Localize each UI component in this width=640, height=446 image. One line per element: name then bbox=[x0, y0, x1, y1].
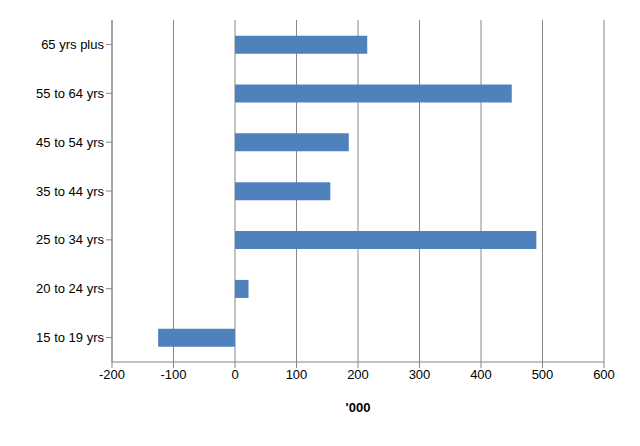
svg-text:300: 300 bbox=[409, 367, 431, 382]
svg-text:25 to 34 yrs: 25 to 34 yrs bbox=[36, 232, 104, 247]
svg-text:15 to 19 yrs: 15 to 19 yrs bbox=[36, 330, 104, 345]
svg-text:500: 500 bbox=[532, 367, 554, 382]
svg-text:400: 400 bbox=[470, 367, 492, 382]
svg-text:0: 0 bbox=[231, 367, 238, 382]
svg-text:'000: '000 bbox=[346, 400, 371, 415]
svg-text:-100: -100 bbox=[160, 367, 186, 382]
svg-text:65 yrs plus: 65 yrs plus bbox=[41, 37, 104, 52]
svg-text:55 to 64 yrs: 55 to 64 yrs bbox=[36, 86, 104, 101]
svg-text:-200: -200 bbox=[99, 367, 125, 382]
svg-text:20 to 24 yrs: 20 to 24 yrs bbox=[36, 281, 104, 296]
svg-text:600: 600 bbox=[593, 367, 615, 382]
svg-text:35 to 44 yrs: 35 to 44 yrs bbox=[36, 184, 104, 199]
svg-text:200: 200 bbox=[347, 367, 369, 382]
svg-text:45 to 54 yrs: 45 to 54 yrs bbox=[36, 135, 104, 150]
svg-text:100: 100 bbox=[286, 367, 308, 382]
